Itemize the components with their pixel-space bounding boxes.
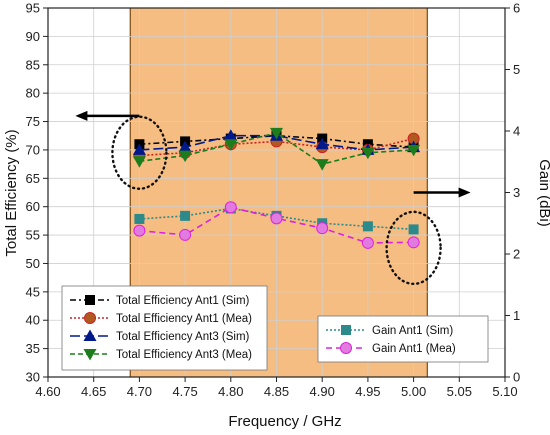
legend-marker [83,329,97,341]
data-point [179,228,192,241]
series-3 [132,127,421,171]
x-tick-label: 4.70 [127,384,152,399]
x-tick-label: 4.85 [264,384,289,399]
x-tick-label: 5.10 [492,384,517,399]
data-point [133,224,146,237]
data-point [270,127,283,140]
y-left-tick-label: 90 [26,29,40,44]
dotted-ellipse-annotation [385,210,442,286]
legend-label: Total Efficiency Ant3 (Sim) [116,331,250,343]
left-arrow-head [75,110,88,121]
data-point [132,143,146,155]
y-left-tick-label: 55 [26,228,40,243]
data-point [362,221,373,232]
legend-box [317,315,489,363]
y-left-tick-label: 70 [26,142,40,157]
legend-marker [341,325,351,335]
y-left-tick-label: 50 [26,256,40,271]
data-point [180,210,191,221]
y-right-tick-label: 1 [513,308,520,323]
y-right-tick-label: 5 [513,62,520,77]
y-right-tick-label: 6 [513,1,520,16]
data-point [224,201,237,214]
data-point [132,156,146,168]
data-point [315,159,329,171]
data-point [407,144,421,157]
y-right-tick-label: 2 [513,247,520,262]
x-tick-label: 4.90 [310,384,335,399]
y-left-tick-label: 40 [26,313,40,328]
right-arrow-head [458,187,471,198]
legend-marker [84,312,96,324]
data-point [407,236,420,249]
data-point [134,213,145,224]
y-left-tick-label: 35 [26,341,40,356]
legend-layer: Total Efficiency Ant1 (Sim) Total Efficie… [61,285,489,371]
y-left-tick-label: 95 [26,1,40,16]
data-point [316,222,329,235]
y-right-axis-title: Gain (dBi) [536,159,550,227]
x-tick-label: 4.80 [218,384,243,399]
legend-box [61,285,268,371]
y-left-tick-label: 30 [26,370,40,385]
x-tick-label: 4.95 [355,384,380,399]
data-point [270,212,283,225]
legend-marker [340,342,352,354]
y-left-tick-label: 85 [26,57,40,72]
x-tick-label: 5.00 [401,384,426,399]
legend-label: Gain Ant1 (Sim) [372,325,453,337]
y-left-tick-label: 80 [26,86,40,101]
legend-bottom-right: Gain Ant1 (Sim) Gain Ant1 (Mea) [317,315,489,363]
data-point [361,147,375,160]
legend-marker [85,295,95,305]
legend-label: Gain Ant1 (Mea) [372,343,456,355]
y-right-tick-label: 3 [513,185,520,200]
data-point [315,137,329,150]
y-right-tick-label: 4 [513,124,520,139]
y-left-axis-title: Total Efficiency (%) [3,129,20,256]
y-left-tick-label: 75 [26,114,40,129]
legend-label: Total Efficiency Ant1 (Mea) [116,313,252,325]
x-tick-label: 5.05 [447,384,472,399]
legend-marker [83,349,97,361]
x-tick-label: 4.60 [35,384,60,399]
y-left-tick-label: 60 [26,199,40,214]
y-left-tick-label: 65 [26,171,40,186]
axes-layer: 4.60 4.65 4.70 4.75 4.80 4.85 4.90 4.95 5.00 5.05… [26,1,521,400]
legend-label: Total Efficiency Ant1 (Sim) [116,295,250,307]
x-axis-title: Frequency / GHz [228,413,341,430]
y-right-tick-label: 0 [513,370,520,385]
y-left-tick-label: 45 [26,284,40,299]
data-point [361,236,374,249]
annotation-layer [75,110,471,286]
series-layer [132,127,421,249]
series-5 [133,201,420,249]
legend-bottom-left: Total Efficiency Ant1 (Sim) Total Efficie… [61,285,268,371]
data-point [224,139,238,151]
x-tick-label: 4.75 [172,384,197,399]
data-point [178,150,192,163]
legend-label: Total Efficiency Ant3 (Mea) [116,349,252,361]
data-point [178,140,192,153]
x-tick-label: 4.65 [81,384,106,399]
data-point [408,224,419,235]
data-point [224,129,238,141]
